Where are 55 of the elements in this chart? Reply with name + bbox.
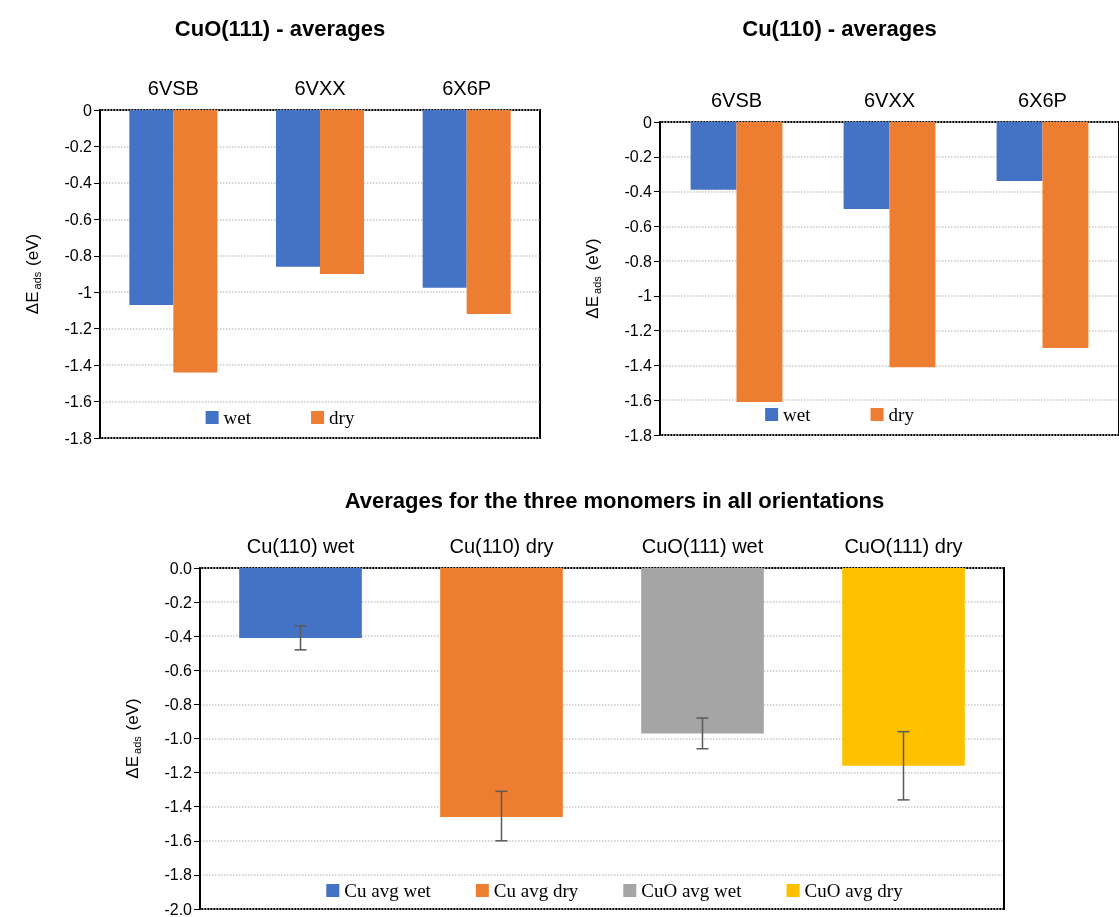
x-tick-label: 6X6P [442, 77, 492, 99]
chart-title: CuO(111) - averages [174, 15, 386, 41]
legend-label: CuO avg wet [641, 880, 743, 901]
y-tick-label: 0 [83, 101, 93, 119]
y-tick-label: -0.8 [624, 252, 653, 270]
y-axis-title: ΔEads (eV) [583, 238, 603, 319]
legend-label: CuO avg dry [804, 880, 904, 901]
y-tick-label: -0.8 [64, 247, 93, 265]
x-tick-label: CuO(111) dry [844, 535, 963, 557]
legend-label: wet [783, 404, 812, 425]
x-tick-label: CuO(111) wet [641, 535, 764, 557]
y-tick-label: -0.6 [164, 661, 193, 679]
y-tick-label: -0.6 [624, 217, 653, 235]
x-tick-label: Cu(110) wet [246, 535, 355, 557]
chart-title: Averages for the three monomers in all orientations [344, 487, 885, 513]
y-tick-label: -1.8 [164, 866, 193, 884]
y-tick-label: -0.6 [64, 210, 93, 228]
y-tick-label: -0.2 [624, 148, 653, 166]
x-tick-label: 6VSB [147, 77, 199, 99]
y-tick-label: -0.4 [164, 627, 193, 645]
x-tick-label: 6VXX [863, 89, 916, 111]
y-axis-title: ΔEads (eV) [123, 698, 143, 779]
y-tick-label: -1.2 [624, 322, 653, 340]
legend-label: Cu avg dry [493, 880, 579, 901]
y-tick-label: -1.8 [624, 426, 653, 444]
y-tick-label: -0.2 [64, 137, 93, 155]
x-tick-label: 6VSB [710, 89, 763, 111]
x-tick-label: 6X6P [1018, 89, 1067, 111]
x-tick-label: Cu(110) dry [449, 535, 554, 557]
legend-label: wet [223, 407, 252, 428]
legend-label: dry [888, 404, 915, 425]
y-tick-label: -1.2 [164, 764, 193, 782]
chart-title: Cu(110) - averages [742, 15, 937, 41]
y-tick-label: -1 [77, 283, 93, 301]
y-axis-title: ΔEads (eV) [23, 233, 43, 315]
y-tick-label: -1.0 [164, 730, 193, 747]
y-tick-label: -0.8 [164, 695, 193, 713]
y-tick-label: 0 [643, 113, 653, 131]
y-tick-label: -1.2 [64, 320, 93, 338]
y-tick-label: -2.0 [164, 900, 193, 917]
y-tick-label: -1.6 [64, 393, 93, 411]
y-tick-label: -1.4 [64, 356, 93, 374]
y-tick-label: -1.4 [164, 798, 193, 816]
y-tick-label: -1.4 [624, 356, 653, 374]
y-tick-label: -1.6 [624, 391, 653, 409]
legend-label: Cu avg wet [344, 880, 432, 901]
y-tick-label: -1.8 [64, 429, 93, 447]
y-tick-label: -0.2 [164, 593, 193, 611]
y-tick-label: -0.4 [64, 174, 93, 192]
y-tick-label: -1.6 [164, 832, 193, 850]
y-tick-label: -0.4 [624, 183, 653, 201]
legend-label: dry [329, 407, 355, 428]
y-tick-label: 0.0 [169, 559, 193, 577]
y-tick-label: -1 [637, 287, 653, 305]
x-tick-label: 6VXX [294, 77, 346, 99]
